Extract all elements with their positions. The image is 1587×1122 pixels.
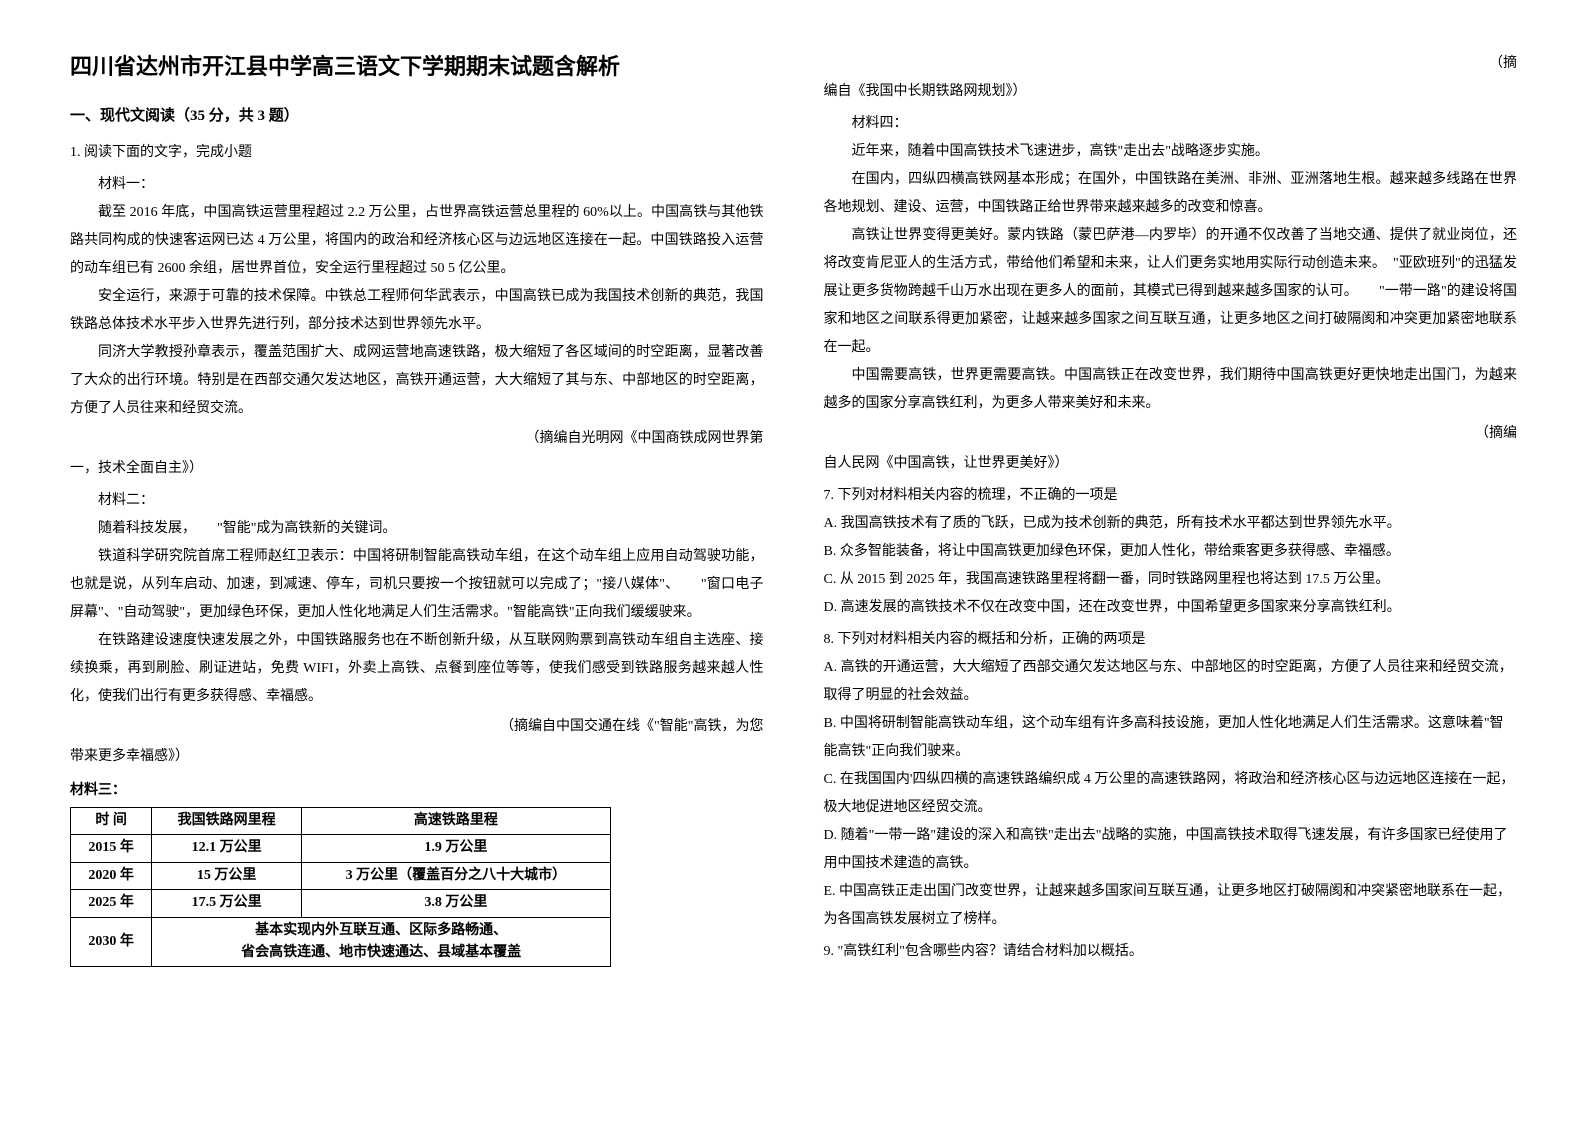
material-2-source-a: （摘编自中国交通在线《"智能"高铁，为您 [70, 713, 764, 741]
material-2-source-b: 带来更多幸福感》） [70, 743, 764, 771]
q7-option-d: D. 高速发展的高铁技术不仅在改变中国，还在改变世界，中国希望更多国家来分享高铁… [824, 594, 1518, 622]
table-row: 2015 年 12.1 万公里 1.9 万公里 [71, 835, 611, 862]
page-title: 四川省达州市开江县中学高三语文下学期期末试题含解析 [70, 50, 764, 83]
material-4-p2: 在国内，四纵四横高铁网基本形成；在国外，中国铁路在美洲、非洲、亚洲落地生根。越来… [824, 166, 1518, 222]
material-1-p3: 同济大学教授孙章表示，覆盖范围扩大、成网运营地高速铁路，极大缩短了各区域间的时空… [70, 339, 764, 423]
material-4-p3: 高铁让世界变得更美好。蒙内铁路（蒙巴萨港—内罗毕）的开通不仅改善了当地交通、提供… [824, 222, 1518, 362]
material-1-source-b: 一，技术全面自主》） [70, 455, 764, 483]
material-2-p1: 随着科技发展， "智能"成为高铁新的关键词。 [70, 515, 764, 543]
table-header-row: 时 间 我国铁路网里程 高速铁路里程 [71, 808, 611, 835]
railway-table: 时 间 我国铁路网里程 高速铁路里程 2015 年 12.1 万公里 1.9 万… [70, 807, 611, 967]
th-time: 时 间 [71, 808, 152, 835]
material-4-source-b: 自人民网《中国高铁，让世界更美好》） [824, 450, 1518, 478]
cell-year: 2015 年 [71, 835, 152, 862]
question-8: 8. 下列对材料相关内容的概括和分析，正确的两项是 [824, 626, 1518, 654]
cell-hsr: 3 万公里（覆盖百分之八十大城市） [301, 862, 610, 889]
th-hsr-mileage: 高速铁路里程 [301, 808, 610, 835]
cell-year: 2025 年 [71, 890, 152, 917]
q8-option-d: D. 随着"一带一路"建设的深入和高铁"走出去"战略的实施，中国高铁技术取得飞速… [824, 822, 1518, 878]
question-1: 1. 阅读下面的文字，完成小题 [70, 139, 764, 167]
cell-year-2030: 2030 年 [71, 917, 152, 967]
cell-year: 2020 年 [71, 862, 152, 889]
q7-option-b: B. 众多智能装备，将让中国高铁更加绿色环保，更加人性化，带给乘客更多获得感、幸… [824, 538, 1518, 566]
material-2-label: 材料二： [70, 487, 764, 515]
material-1-source-a: （摘编自光明网《中国商铁成网世界第 [70, 425, 764, 453]
q8-option-b: B. 中国将研制智能高铁动车组，这个动车组有许多高科技设施，更加人性化地满足人们… [824, 710, 1518, 766]
cell-rail: 15 万公里 [152, 862, 302, 889]
question-9: 9. "高铁红利"包含哪些内容？请结合材料加以概括。 [824, 938, 1518, 966]
material-3-source-b: 编自《我国中长期铁路网规划》） [824, 78, 1518, 106]
table-row: 2020 年 15 万公里 3 万公里（覆盖百分之八十大城市） [71, 862, 611, 889]
material-4-source-a: （摘编 [824, 420, 1518, 448]
question-7: 7. 下列对材料相关内容的梳理，不正确的一项是 [824, 482, 1518, 510]
q8-option-e: E. 中国高铁正走出国门改变世界，让越来越多国家间互联互通，让更多地区打破隔阂和… [824, 878, 1518, 934]
table-row-last: 2030 年 基本实现内外互联互通、区际多路畅通、省会高铁连通、地市快速通达、县… [71, 917, 611, 967]
q8-option-c: C. 在我国国内'四纵四横的高速铁路编织成 4 万公里的高速铁路网，将政治和经济… [824, 766, 1518, 822]
material-1-p2: 安全运行，来源于可靠的技术保障。中铁总工程师何华武表示，中国高铁已成为我国技术创… [70, 283, 764, 339]
q8-option-a: A. 高铁的开通运营，大大缩短了西部交通欠发达地区与东、中部地区的时空距离，方便… [824, 654, 1518, 710]
cell-hsr: 3.8 万公里 [301, 890, 610, 917]
material-4-p1: 近年来，随着中国高铁技术飞速进步，高铁"走出去"战略逐步实施。 [824, 138, 1518, 166]
cell-rail: 12.1 万公里 [152, 835, 302, 862]
cell-2030-desc: 基本实现内外互联互通、区际多路畅通、省会高铁连通、地市快速通达、县域基本覆盖 [152, 917, 611, 967]
material-2-p2: 铁道科学研究院首席工程师赵红卫表示：中国将研制智能高铁动车组，在这个动车组上应用… [70, 543, 764, 627]
material-1-label: 材料一： [70, 171, 764, 199]
material-3-label: 材料三： [70, 777, 764, 805]
section-heading: 一、现代文阅读（35 分，共 3 题） [70, 101, 764, 131]
material-3-source-a: （摘 [824, 50, 1518, 78]
left-column: 四川省达州市开江县中学高三语文下学期期末试题含解析 一、现代文阅读（35 分，共… [70, 50, 764, 1072]
material-2-p3: 在铁路建设速度快速发展之外，中国铁路服务也在不断创新升级，从互联网购票到高铁动车… [70, 627, 764, 711]
material-4-label: 材料四： [824, 110, 1518, 138]
table-row: 2025 年 17.5 万公里 3.8 万公里 [71, 890, 611, 917]
material-4-p4: 中国需要高铁，世界更需要高铁。中国高铁正在改变世界，我们期待中国高铁更好更快地走… [824, 362, 1518, 418]
cell-hsr: 1.9 万公里 [301, 835, 610, 862]
cell-rail: 17.5 万公里 [152, 890, 302, 917]
material-1-p1: 截至 2016 年底，中国高铁运营里程超过 2.2 万公里，占世界高铁运营总里程… [70, 199, 764, 283]
q7-option-c: C. 从 2015 到 2025 年，我国高速铁路里程将翻一番，同时铁路网里程也… [824, 566, 1518, 594]
q7-option-a: A. 我国高铁技术有了质的飞跃，已成为技术创新的典范，所有技术水平都达到世界领先… [824, 510, 1518, 538]
th-rail-mileage: 我国铁路网里程 [152, 808, 302, 835]
right-column: （摘 编自《我国中长期铁路网规划》） 材料四： 近年来，随着中国高铁技术飞速进步… [824, 50, 1518, 1072]
